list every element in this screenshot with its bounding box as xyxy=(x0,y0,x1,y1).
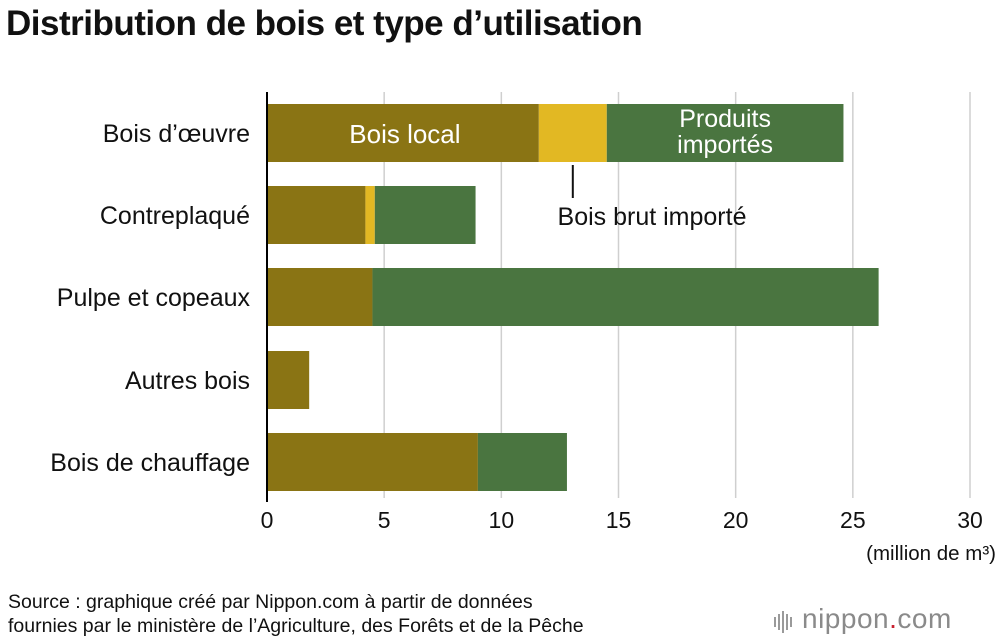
annotation-produits-line2: importés xyxy=(677,131,773,159)
bar-local-5 xyxy=(267,433,478,491)
nippon-logo: nippon.com xyxy=(774,603,952,637)
bar-raw-imported-1 xyxy=(538,104,607,162)
x-tick-label-30: 30 xyxy=(957,507,983,533)
bar-local-1 xyxy=(267,104,539,162)
bar-products-imported-1 xyxy=(606,104,844,162)
logo-dot: . xyxy=(889,603,898,634)
category-label-4: Autres bois xyxy=(125,367,250,395)
bar-local-3 xyxy=(267,268,373,326)
source-line-1: Source : graphique créé par Nippon.com à… xyxy=(8,591,533,613)
logo-bars-icon xyxy=(774,605,794,637)
x-tick-label-20: 20 xyxy=(723,507,749,533)
source-note: Source : graphique créé par Nippon.com à… xyxy=(8,590,584,638)
source-line-2: fournies par le ministère de l’Agricultu… xyxy=(8,615,584,637)
bar-local-4 xyxy=(267,351,310,409)
stacked-bar-chart: Bois d’œuvre Contreplaqué Pulpe et copeaux… xyxy=(50,92,996,565)
chart-title: Distribution de bois et type d’utilisati… xyxy=(6,4,643,43)
x-tick-label-15: 15 xyxy=(606,507,632,533)
x-tick-label-5: 5 xyxy=(378,507,391,533)
annotation-produits-line1: Produits xyxy=(679,105,771,133)
bar-products-imported-3 xyxy=(372,268,879,326)
bar-raw-imported-2 xyxy=(365,186,375,244)
x-tick-label-0: 0 xyxy=(261,507,274,533)
bar-local-2 xyxy=(267,186,366,244)
category-label-3: Pulpe et copeaux xyxy=(57,284,251,312)
bar-products-imported-2 xyxy=(374,186,476,244)
x-unit-label: (million de m³) xyxy=(866,542,996,565)
category-label-5: Bois de chauffage xyxy=(50,449,250,477)
logo-name: nippon xyxy=(802,603,890,634)
logo-tld: com xyxy=(897,603,952,634)
category-label-1: Bois d’œuvre xyxy=(103,120,250,148)
annotation-bois-local: Bois local xyxy=(349,119,460,149)
category-label-2: Contreplaqué xyxy=(100,202,250,230)
x-tick-label-10: 10 xyxy=(489,507,515,533)
x-tick-label-25: 25 xyxy=(840,507,866,533)
bar-products-imported-5 xyxy=(477,433,567,491)
annotation-bois-brut: Bois brut importé xyxy=(558,203,747,231)
